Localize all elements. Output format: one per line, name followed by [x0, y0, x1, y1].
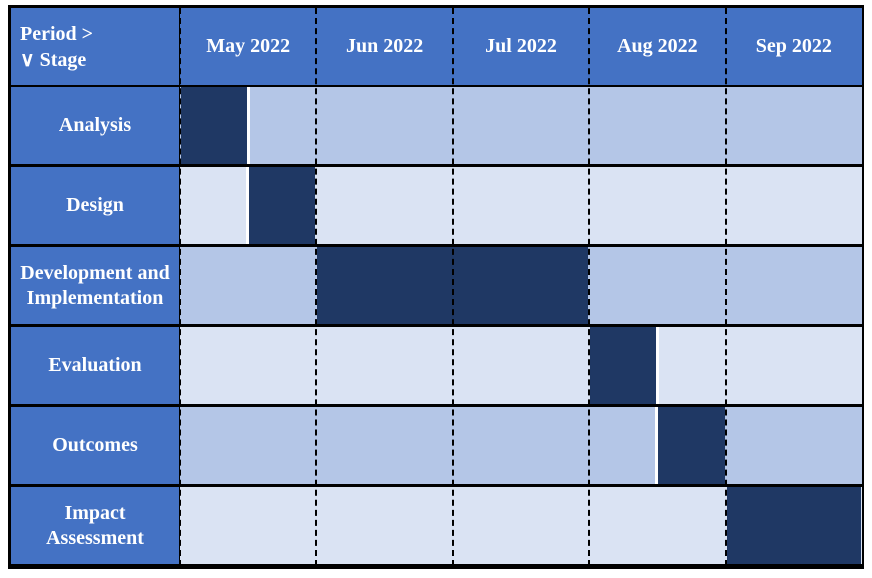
month-divider: [315, 8, 318, 566]
active-period: [726, 487, 861, 564]
corner-stage: ∨ Stage: [20, 49, 87, 71]
stage-label: Development and Implementation: [11, 247, 179, 324]
stage-label: Outcomes: [11, 407, 179, 484]
month-divider: [179, 8, 181, 566]
month-header: Jul 2022: [452, 8, 590, 85]
active-period: [590, 327, 657, 404]
half-split: [247, 87, 251, 164]
month-divider: [451, 8, 454, 566]
row-band: [180, 407, 862, 484]
month-header: May 2022: [180, 8, 317, 85]
stage-label: Evaluation: [11, 327, 179, 404]
month-header: Jun 2022: [316, 8, 453, 85]
half-split: [655, 407, 659, 484]
month-divider: [588, 8, 591, 566]
row-band: [180, 87, 862, 164]
active-period: [249, 167, 316, 244]
row-band: [180, 327, 862, 404]
corner-cell: Period > ∨ Stage: [11, 8, 179, 85]
active-period: [181, 87, 248, 164]
half-split: [656, 327, 660, 404]
month-header: Aug 2022: [589, 8, 726, 85]
stage-label: Analysis: [11, 87, 179, 164]
stage-label: Impact Assessment: [11, 487, 179, 564]
corner-period: Period >: [20, 23, 94, 45]
month-header: Sep 2022: [725, 8, 862, 85]
month-divider: [724, 8, 727, 566]
stage-label: Design: [11, 167, 179, 244]
active-period: [658, 407, 725, 484]
half-split: [246, 167, 250, 244]
